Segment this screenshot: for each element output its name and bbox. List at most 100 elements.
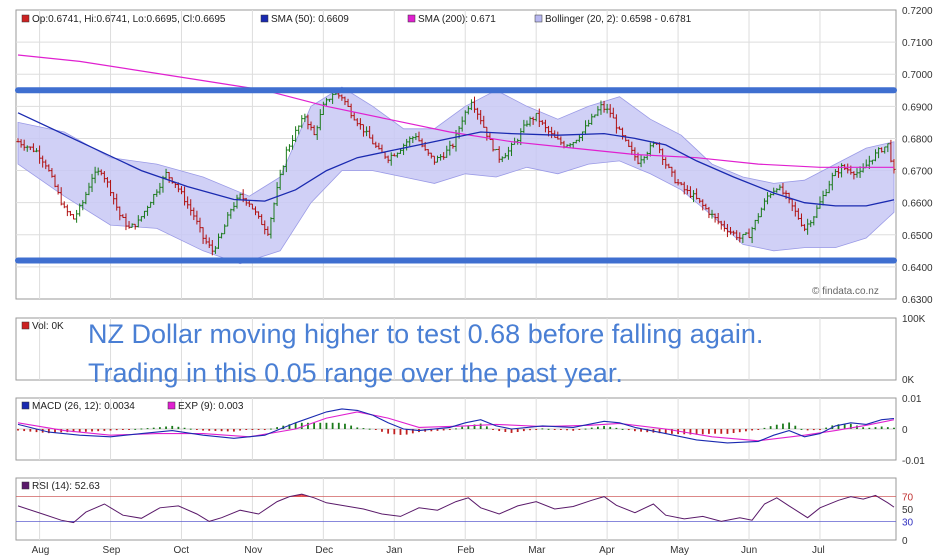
macd-histogram-bar — [35, 429, 38, 433]
macd-histogram-bar — [436, 429, 439, 431]
macd-histogram-bar — [152, 427, 155, 429]
ohlc-bar — [371, 134, 375, 145]
macd-histogram-bar — [47, 429, 50, 434]
macd-histogram-bar — [701, 429, 704, 435]
ohlc-bar — [41, 155, 45, 168]
ohlc-bar — [821, 190, 825, 206]
ohlc-bar — [155, 189, 159, 197]
macd-histogram-bar — [196, 429, 198, 430]
month-label: Jun — [741, 545, 757, 556]
ohlc-bar — [704, 203, 708, 210]
macd-histogram-bar — [874, 427, 877, 429]
macd-histogram-bar — [54, 429, 56, 433]
ohlc-bar — [127, 221, 131, 229]
ohlc-bar — [226, 212, 230, 227]
macd-histogram-bar — [29, 429, 32, 432]
ohlc-bar — [352, 112, 356, 121]
ohlc-bar — [426, 149, 430, 156]
ohlc-bar — [204, 234, 208, 245]
macd-histogram-bar — [411, 429, 414, 434]
ohlc-bar — [355, 118, 359, 127]
macd-histogram-bar — [522, 429, 525, 432]
ohlc-bar — [815, 205, 819, 219]
macd-histogram-bar — [763, 427, 766, 429]
macd-histogram-bar — [245, 429, 248, 430]
ohlc-bar — [451, 143, 455, 149]
ohlc-bar — [238, 193, 242, 201]
ohlc-bar — [136, 215, 140, 228]
ohlc-bar — [75, 209, 79, 223]
rsi-panel-frame — [15, 477, 897, 541]
legend-item: SMA (50): 0.6609 — [260, 14, 349, 25]
ohlc-bar — [559, 136, 563, 146]
ohlc-bar — [346, 98, 350, 108]
ohlc-bar — [324, 97, 328, 106]
macd-histogram-bar — [140, 428, 143, 430]
macd-histogram-bar — [300, 422, 303, 429]
ohlc-bar — [284, 146, 288, 173]
ohlc-bar — [220, 232, 224, 239]
macd-histogram-bar — [596, 426, 599, 429]
ohlc-bar — [729, 226, 733, 235]
macd-histogram-bar — [782, 423, 784, 429]
macd-histogram-bar — [158, 427, 161, 429]
macd-histogram-bar — [627, 429, 630, 431]
ohlc-bar — [445, 145, 449, 158]
macd-histogram-bar — [78, 429, 81, 433]
macd-histogram-bar — [671, 429, 673, 434]
ohlc-bar — [500, 156, 504, 163]
ohlc-bar — [605, 103, 609, 114]
ohlc-bar — [722, 220, 726, 232]
macd-signal-line — [17, 411, 895, 442]
macd-histogram-bar — [368, 428, 371, 430]
ohlc-bar — [886, 143, 890, 153]
ohlc-bar — [892, 159, 896, 174]
ohlc-bar — [340, 94, 344, 101]
ohlc-bar — [358, 118, 362, 130]
ohlc-bar — [213, 245, 217, 254]
ohlc-bar — [880, 147, 884, 153]
macd-y-tick: 0.01 — [902, 394, 922, 405]
macd-histogram-bar — [516, 429, 519, 433]
ohlc-bar — [278, 169, 282, 190]
svg-text:Vol: 0K: Vol: 0K — [32, 321, 64, 332]
ohlc-bar — [420, 138, 424, 148]
ohlc-bar — [701, 199, 705, 211]
macd-histogram-bar — [313, 422, 316, 429]
ohlc-bar — [408, 136, 412, 147]
ohlc-bar — [442, 152, 446, 160]
ohlc-bar — [186, 196, 190, 209]
month-label: May — [670, 545, 689, 556]
ohlc-bar — [297, 125, 301, 135]
ohlc-bar — [124, 213, 128, 231]
month-label: Aug — [32, 545, 50, 556]
ohlc-bar — [503, 152, 507, 159]
ohlc-bar — [25, 145, 29, 152]
macd-histogram-bar — [17, 429, 19, 431]
macd-histogram-bar — [880, 426, 883, 429]
ohlc-bar — [312, 125, 316, 136]
ohlc-bar — [877, 147, 881, 159]
volume-y-tick: 0K — [902, 375, 915, 386]
month-label: Sep — [103, 545, 121, 556]
ohlc-bar — [96, 167, 100, 176]
macd-histogram-bar — [202, 429, 204, 431]
ohlc-bar — [72, 214, 76, 220]
ohlc-bar — [139, 216, 143, 222]
ohlc-bar — [435, 155, 439, 163]
ohlc-bar — [133, 223, 137, 230]
ohlc-bar — [81, 200, 85, 211]
macd-legend-item: EXP (9): 0.003 — [167, 401, 244, 412]
ohlc-bar — [377, 142, 381, 150]
ohlc-bar — [112, 192, 116, 205]
ohlc-bar — [543, 119, 547, 133]
ohlc-bar — [257, 211, 261, 219]
macd-histogram-bar — [714, 429, 716, 434]
ohlc-bar — [142, 210, 146, 219]
ohlc-bar — [429, 152, 433, 159]
macd-histogram-bar — [430, 429, 433, 432]
month-label: Apr — [599, 545, 615, 556]
ohlc-bar — [44, 159, 48, 170]
ohlc-bar — [22, 139, 26, 151]
ohlc-bar — [803, 224, 807, 232]
